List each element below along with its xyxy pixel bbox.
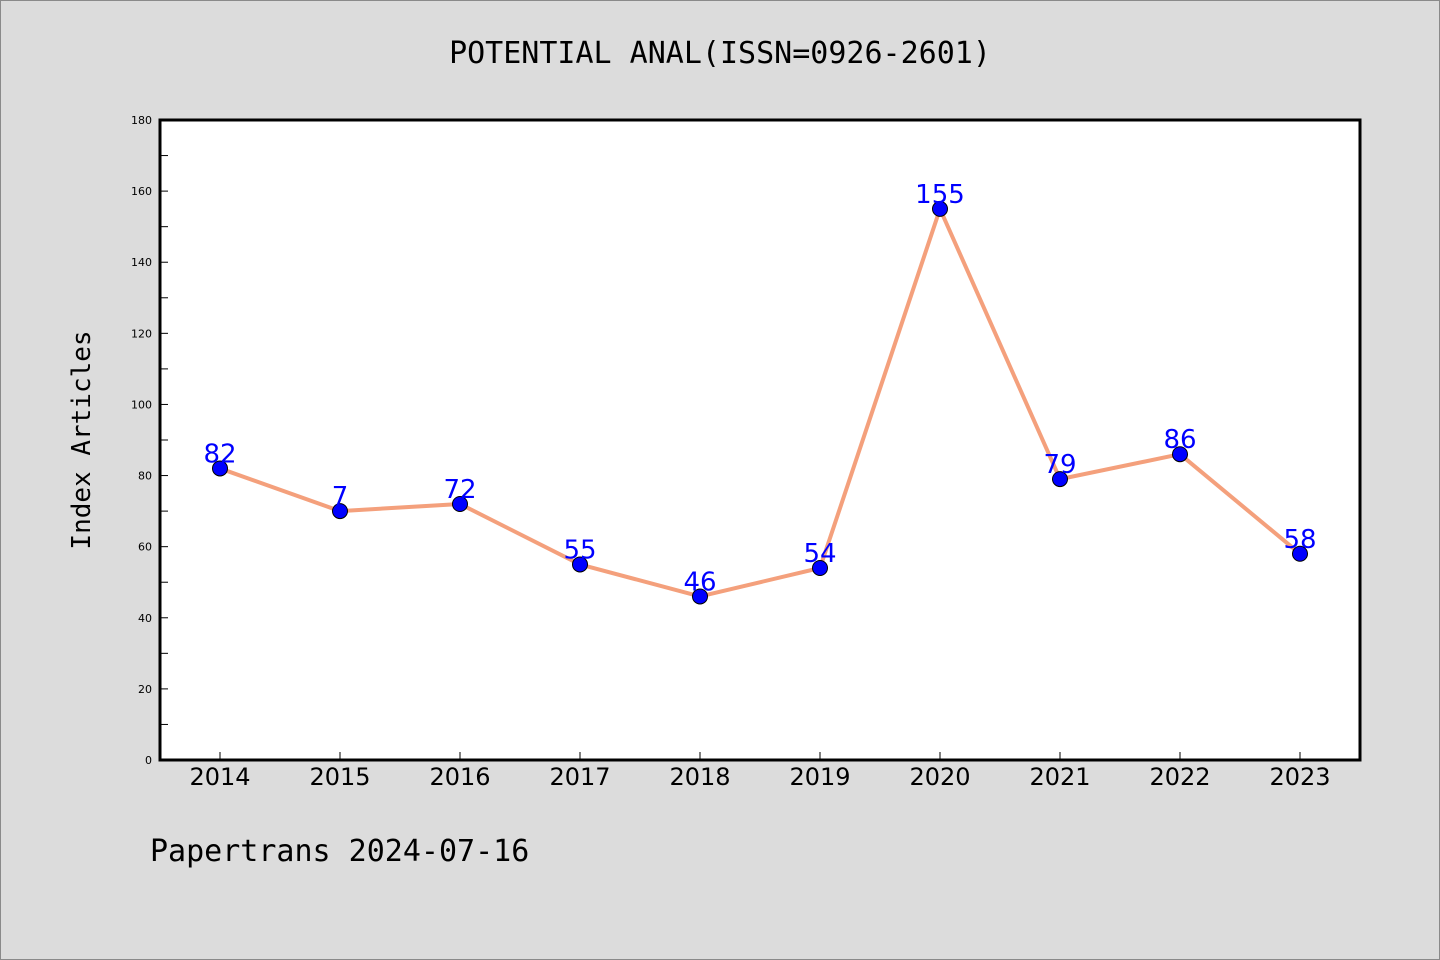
y-tick-label: 0 bbox=[145, 754, 152, 767]
footer-note: Papertrans 2024-07-16 bbox=[150, 834, 530, 869]
y-tick-label: 60 bbox=[138, 541, 152, 554]
series-group: 82 7 72 55 46 54 155 79 86 58 bbox=[203, 180, 1317, 605]
x-tick-label: 2019 bbox=[789, 763, 850, 791]
y-tick-label: 20 bbox=[138, 683, 152, 696]
y-tick-label: 100 bbox=[131, 398, 152, 411]
data-point bbox=[212, 460, 228, 477]
data-point bbox=[1292, 545, 1308, 562]
data-label: 55 bbox=[563, 535, 596, 565]
plot-area bbox=[158, 118, 1362, 762]
data-point bbox=[932, 200, 948, 217]
y-axis-label: Index Articles bbox=[67, 330, 97, 549]
y-tick-label: 80 bbox=[138, 470, 152, 483]
data-label: 46 bbox=[683, 567, 716, 597]
data-label: 82 bbox=[203, 439, 236, 469]
x-tick-label: 2015 bbox=[309, 763, 370, 791]
x-tick-label: 2016 bbox=[429, 763, 490, 791]
data-label: 58 bbox=[1283, 525, 1316, 555]
data-label: 155 bbox=[915, 180, 965, 210]
data-label: 79 bbox=[1043, 450, 1076, 480]
y-tick-label: 120 bbox=[131, 327, 152, 340]
data-label: 7 bbox=[332, 482, 349, 512]
chart-title: POTENTIAL ANAL(ISSN=0926-2601) bbox=[449, 36, 991, 71]
x-tick-label: 2021 bbox=[1029, 763, 1090, 791]
data-point bbox=[1172, 446, 1188, 463]
data-point bbox=[1052, 471, 1068, 488]
data-label: 86 bbox=[1163, 425, 1196, 455]
data-point bbox=[692, 588, 708, 605]
x-tick-label: 2017 bbox=[549, 763, 610, 791]
data-point bbox=[812, 560, 828, 576]
x-tick-label: 2023 bbox=[1269, 763, 1330, 791]
data-label: 54 bbox=[803, 539, 836, 569]
y-tick-label: 180 bbox=[131, 114, 152, 127]
series-line bbox=[219, 206, 1302, 599]
y-tick-label: 40 bbox=[138, 612, 152, 625]
x-tick-label: 2020 bbox=[909, 763, 970, 791]
data-point bbox=[452, 496, 468, 512]
y-axis: 0 20 40 60 80 100 120 140 160 180 bbox=[131, 114, 168, 767]
data-point bbox=[572, 556, 588, 573]
x-tick-label: 2022 bbox=[1149, 763, 1210, 791]
x-axis: 2014 2015 2016 2017 2018 2019 2020 2021 2022 2023 bbox=[189, 752, 1331, 791]
data-point bbox=[332, 503, 348, 520]
x-tick-label: 2014 bbox=[189, 763, 250, 791]
x-tick-label: 2018 bbox=[669, 763, 730, 791]
y-tick-label: 140 bbox=[131, 256, 152, 269]
data-label: 72 bbox=[443, 475, 476, 505]
y-tick-label: 160 bbox=[131, 185, 152, 198]
